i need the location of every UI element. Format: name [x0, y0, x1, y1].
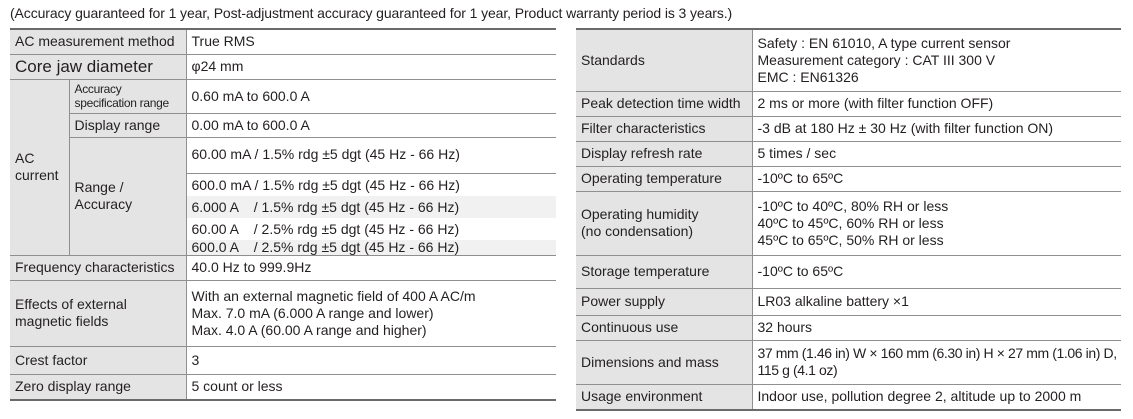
spec-label: Frequency characteristics [10, 254, 187, 281]
spec-row-usage: Usage environment Indoor use, pollution … [576, 383, 1121, 411]
spec-value: 40.0 Hz to 999.9Hz [185, 254, 556, 281]
spec-row-magnetic: Effects of external magnetic fields With… [10, 279, 556, 347]
spec-value: 0.60 mA to 600.0 A [185, 78, 556, 114]
spec-row-display-range: Display range 0.00 mA to 600.0 A [10, 112, 556, 138]
spec-row-storage: Storage temperature -10ºC to 65ºC [576, 254, 1121, 289]
spec-row-peak: Peak detection time width 2 ms or more (… [576, 90, 1121, 117]
spec-table-left: AC measurement method True RMS Core jaw … [10, 28, 556, 401]
spec-label: Dimensions and mass [576, 339, 753, 385]
spec-label: Continuous use [576, 314, 753, 341]
spec-value: 3 [185, 345, 556, 375]
spec-value: -3 dB at 180 Hz ± 30 Hz (with filter fun… [751, 115, 1121, 142]
spec-label: Operating temperature [576, 165, 753, 192]
spec-row-standards: Standards Safety : EN 61010, A type curr… [576, 28, 1121, 92]
spec-label: Power supply [576, 287, 753, 316]
spec-value: True RMS [185, 28, 556, 55]
op-humidity-label: Operating humidity (no condensation) [576, 190, 753, 256]
ac-current-label: AC current [10, 78, 70, 256]
spec-label: Standards [576, 28, 753, 92]
accuracy-spec-label: Accuracy specification range [68, 78, 187, 114]
warranty-note: (Accuracy guaranteed for 1 year, Post-ad… [10, 5, 733, 21]
spec-row-core-jaw: Core jaw diameter φ24 mm [10, 53, 556, 80]
spec-row-filter: Filter characteristics -3 dB at 180 Hz ±… [576, 115, 1121, 142]
spec-row-range-accuracy: Range / Accuracy 60.00 mA / 1.5% rdg ±5 … [10, 136, 556, 256]
spec-value: 5 times / sec [751, 140, 1121, 167]
spec-value: 2 ms or more (with filter function OFF) [751, 90, 1121, 117]
spec-label: Storage temperature [576, 254, 753, 289]
spec-label: Usage environment [576, 383, 753, 411]
spec-row-zero: Zero display range 5 count or less [10, 373, 556, 401]
range-row-2: 600.0 mA / 1.5% rdg ±5 dgt (45 Hz - 66 H… [187, 174, 556, 196]
spec-label: Core jaw diameter [10, 53, 187, 80]
range-row-4: 60.00 A / 2.5% rdg ±5 dgt (45 Hz - 66 Hz… [187, 217, 556, 240]
spec-value: -10ºC to 65ºC [751, 254, 1121, 289]
spec-value: 0.00 mA to 600.0 A [185, 112, 556, 138]
spec-label: Peak detection time width [576, 90, 753, 117]
spec-value: -10ºC to 65ºC [751, 165, 1121, 192]
spec-label: Display range [69, 112, 187, 138]
range-row-3: 6.000 A / 1.5% rdg ±5 dgt (45 Hz - 66 Hz… [187, 195, 556, 218]
spec-label: Crest factor [10, 345, 187, 375]
magnetic-value: With an external magnetic field of 400 A… [185, 279, 556, 347]
spec-row-accuracy-spec: AC current Accuracy specification range … [10, 78, 556, 256]
spec-value: LR03 alkaline battery ×1 [751, 287, 1121, 316]
spec-row-crest: Crest factor 3 [10, 345, 556, 375]
range-row-5: 600.0 A / 2.5% rdg ±5 dgt (45 Hz - 66 Hz… [187, 239, 556, 254]
spec-row-power: Power supply LR03 alkaline battery ×1 [576, 287, 1121, 316]
spec-row-op-temp: Operating temperature -10ºC to 65ºC [576, 165, 1121, 192]
spec-label: Display refresh rate [576, 140, 753, 167]
spec-value: φ24 mm [185, 53, 556, 80]
range-row-1: 60.00 mA / 1.5% rdg ±5 dgt (45 Hz - 66 H… [185, 136, 556, 174]
spec-label: Zero display range [10, 373, 187, 401]
range-accuracy-label: Range / Accuracy [69, 136, 187, 256]
spec-label: AC measurement method [10, 28, 187, 55]
spec-row-dimensions: Dimensions and mass 37 mm (1.46 in) W × … [576, 339, 1121, 385]
spec-row-op-humidity: Operating humidity (no condensation) -10… [576, 190, 1121, 256]
spec-value: 5 count or less [185, 373, 556, 401]
dimensions-value: 37 mm (1.46 in) W × 160 mm (6.30 in) H ×… [751, 339, 1121, 385]
spec-table-right: Standards Safety : EN 61010, A type curr… [576, 28, 1121, 411]
op-humidity-value: -10ºC to 40ºC, 80% RH or less 40ºC to 45… [751, 190, 1121, 256]
magnetic-label: Effects of external magnetic fields [10, 279, 187, 347]
standards-value: Safety : EN 61010, A type current sensor… [751, 28, 1121, 92]
spec-row-continuous: Continuous use 32 hours [576, 314, 1121, 341]
spec-row-range-accuracy-cont: 600.0 mA / 1.5% rdg ±5 dgt (45 Hz - 66 H… [10, 172, 556, 256]
spec-value: 32 hours [751, 314, 1121, 341]
spec-row-frequency: Frequency characteristics 40.0 Hz to 999… [10, 254, 556, 281]
spec-label: Filter characteristics [576, 115, 753, 142]
spec-value: Indoor use, pollution degree 2, altitude… [751, 383, 1121, 411]
spec-row-ac-method: AC measurement method True RMS [10, 28, 556, 55]
spec-row-refresh: Display refresh rate 5 times / sec [576, 140, 1121, 167]
range-rows: 600.0 mA / 1.5% rdg ±5 dgt (45 Hz - 66 H… [185, 172, 556, 256]
